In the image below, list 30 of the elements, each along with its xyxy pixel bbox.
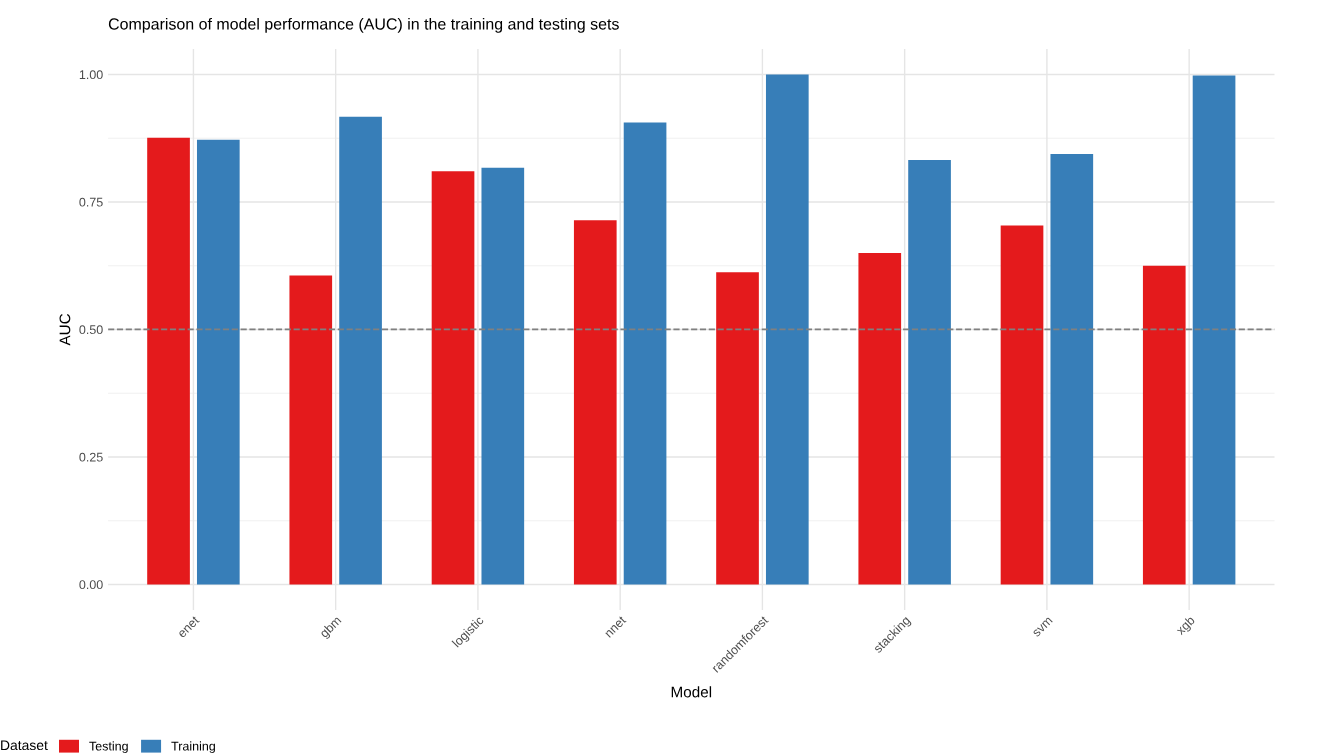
bar xyxy=(573,220,617,585)
bar xyxy=(339,116,382,585)
y-tick-label: 1.00 xyxy=(79,70,103,80)
bar xyxy=(765,74,809,585)
bar xyxy=(1050,154,1094,585)
bar xyxy=(147,137,190,585)
x-axis-title: Model xyxy=(671,686,712,698)
x-tick-label: xgb xyxy=(1175,615,1198,638)
bar xyxy=(1142,265,1186,585)
x-tick-label: enet xyxy=(177,615,200,639)
bar xyxy=(1000,225,1044,585)
bar xyxy=(1192,75,1236,585)
bar xyxy=(289,275,333,585)
bar xyxy=(481,167,525,585)
bar xyxy=(908,160,951,585)
bar xyxy=(623,122,667,585)
chart-title: Comparison of model performance (AUC) in the training and testing sets xyxy=(108,17,619,33)
y-tick-label: 0.00 xyxy=(79,580,103,590)
y-axis-title: AUC xyxy=(59,313,71,346)
bar xyxy=(196,139,240,585)
bar xyxy=(431,171,475,585)
y-tick-label: 0.50 xyxy=(79,325,103,335)
bar xyxy=(716,272,759,585)
legend-label: Training xyxy=(171,741,215,753)
y-tick-label: 0.25 xyxy=(79,452,103,462)
x-tick-label: svm xyxy=(1032,617,1053,638)
legend-label: Testing xyxy=(89,741,128,753)
y-tick-label: 0.75 xyxy=(79,197,103,207)
legend-title: Dataset xyxy=(1,740,48,751)
bar xyxy=(858,252,902,585)
